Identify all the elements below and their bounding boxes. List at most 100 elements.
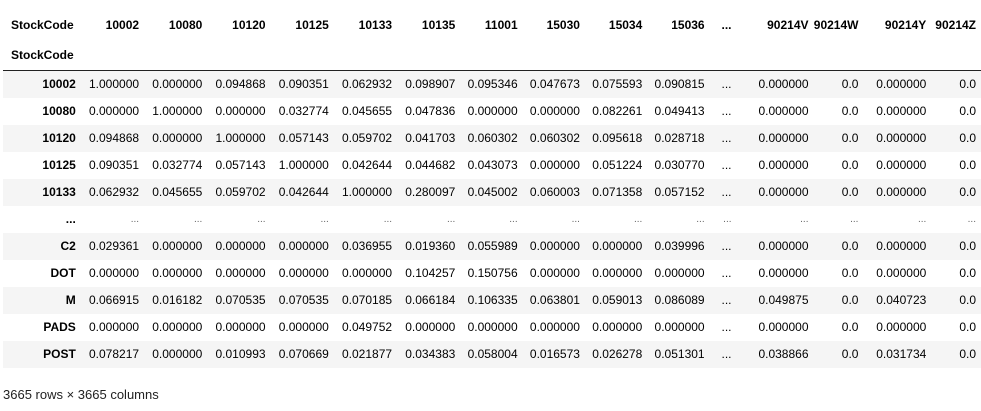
table-cell: 0.062932 [341,77,393,92]
table-cell-ellipsis: ... [130,213,140,225]
table-cell: 0.000000 [529,239,580,253]
table-cell: 0.042644 [341,158,393,172]
row-index-label: M [65,293,76,307]
table-cell: 0.010993 [215,347,266,361]
table-cell: 0.036955 [341,239,393,253]
table-cell: 1.000000 [278,158,329,172]
column-header-ellipsis: ... [721,17,732,32]
table-cell: 0.0 [959,320,976,334]
table-cell-ellipsis: ... [383,213,393,225]
table-row-ellipsis: ........................................… [3,206,981,233]
index-name-row-filler [80,40,981,71]
table-cell: 0.057143 [278,131,329,145]
table-cell: 0.049413 [654,104,705,118]
table-cell-ellipsis: ... [721,158,732,172]
table-cell: 0.042644 [278,185,329,199]
table-cell: 0.000000 [529,158,580,172]
column-header: 10135 [421,17,456,32]
table-cell: 0.0 [841,131,859,145]
table-cell: 0.0 [959,77,976,92]
table-cell: 0.0 [841,320,859,334]
table-cell: 0.0 [841,266,859,280]
table-cell: 0.090815 [654,77,705,92]
table-cell-ellipsis: ... [721,320,732,334]
table-cell-ellipsis: ... [800,213,809,225]
table-cell: 0.062932 [88,185,140,199]
table-cell: 0.0 [841,239,859,253]
table-cell: 0.000000 [876,239,927,253]
table-cell: 0.000000 [88,104,140,118]
table-cell-ellipsis: ... [721,239,732,253]
table-cell-ellipsis: ... [696,213,705,225]
table-cell: 0.057152 [654,185,705,199]
table-cell: 0.000000 [758,266,809,280]
table-cell-ellipsis: ... [257,213,266,225]
table-cell: 0.060302 [529,131,580,145]
row-index-label: 10120 [42,131,76,145]
table-cell: 0.000000 [758,158,809,172]
table-cell: 0.0 [959,266,976,280]
table-cell: 0.043073 [467,158,518,172]
table-cell-ellipsis: ... [721,104,732,118]
table-cell: 0.060302 [467,131,518,145]
row-index-label: DOT [50,266,76,280]
table-row: 10002 1.000000 0.000000 0.094868 0.090351 0.0… [3,70,981,98]
table-cell: 0.000000 [876,185,927,199]
table-cell: 0.000000 [876,131,927,145]
table-cell: 0.106335 [467,293,518,307]
table-cell: 0.0 [841,104,859,118]
table-cell: 0.078217 [88,347,140,361]
table-cell: 0.000000 [215,239,266,253]
table-cell: 0.075593 [592,77,643,92]
table-cell: 0.045002 [467,185,518,199]
table-cell: 0.0 [841,77,859,92]
table-row: 10133 0.062932 0.045655 0.059702 0.042644 1.0… [3,178,981,206]
table-cell: 0.028718 [654,131,705,145]
table-cell: 0.0 [959,185,976,199]
column-header: 10002 [105,17,140,32]
table-cell: 0.082261 [592,104,643,118]
table-cell: 0.070669 [278,347,329,361]
table-cell: 0.016182 [152,293,203,307]
table-cell: 0.000000 [529,266,580,280]
table-cell: 0.000000 [758,185,809,199]
table-cell: 0.059013 [592,293,643,307]
table-cell: 0.094868 [88,131,140,145]
table-cell: 0.000000 [152,320,203,334]
table-cell-ellipsis: ... [721,77,732,92]
table-cell: 0.041703 [405,131,456,145]
row-index-label: POST [43,347,76,361]
table-cell: 0.000000 [341,266,393,280]
table-cell: 0.000000 [592,239,643,253]
table-row: 10080 0.000000 1.000000 0.000000 0.032774 0.0… [3,98,981,125]
table-cell: 0.070535 [215,293,266,307]
table-cell: 1.000000 [152,104,203,118]
row-index-label: 10125 [42,158,76,172]
column-header: 15034 [608,17,643,32]
table-cell-ellipsis: ... [633,213,643,225]
table-cell: 0.000000 [278,320,329,334]
table-cell: 0.032774 [152,158,203,172]
table-cell: 0.000000 [152,266,203,280]
column-header: 10080 [168,17,203,32]
table-cell: 0.051224 [592,158,643,172]
column-header: 90214Y [884,17,927,32]
column-header: 15030 [546,17,580,32]
table-cell: 1.000000 [341,185,393,199]
table-cell: 0.000000 [758,131,809,145]
table-row: POST 0.078217 0.000000 0.010993 0.070669 0.02… [3,340,981,368]
column-header-row: StockCode 10002 10080 10120 10125 10133 10135… [3,9,981,40]
column-header: 90214V [767,17,809,32]
table-cell: 0.049875 [758,293,809,307]
table-cell: 0.060003 [529,185,580,199]
table-cell: 0.019360 [405,239,456,253]
table-row: DOT 0.000000 0.000000 0.000000 0.000000 0.000… [3,260,981,287]
table-cell: 0.0 [841,185,859,199]
table-cell: 0.000000 [529,104,580,118]
table-cell: 0.026278 [592,347,643,361]
table-cell: 0.000000 [876,320,927,334]
table-cell: 0.040723 [876,293,927,307]
table-cell: 0.000000 [876,104,927,118]
table-row: PADS 0.000000 0.000000 0.000000 0.000000 0.04… [3,314,981,341]
table-cell: 0.0 [841,347,859,361]
